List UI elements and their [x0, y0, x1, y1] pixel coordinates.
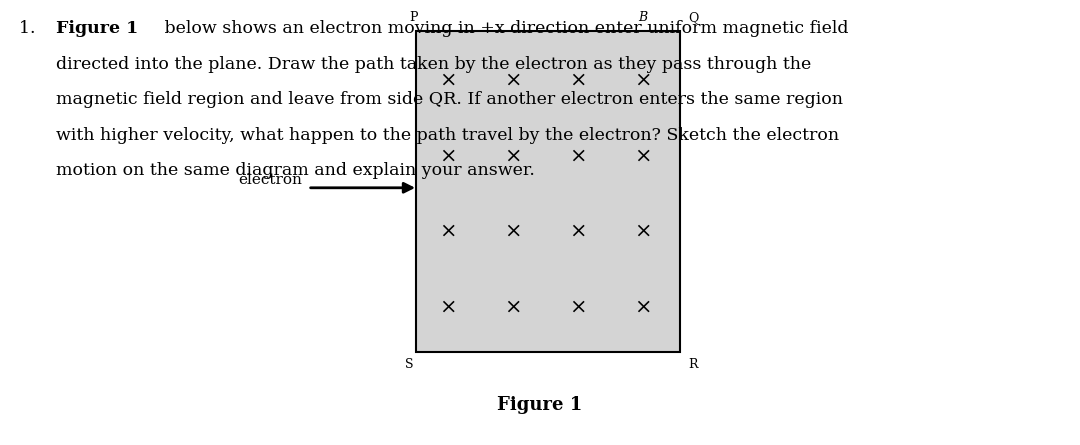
Text: ×: ×: [634, 298, 651, 316]
Bar: [416, 31, 680, 352]
Text: directed into the plane. Draw the path taken by the electron as they pass throug: directed into the plane. Draw the path t…: [56, 56, 811, 73]
Text: ×: ×: [634, 222, 651, 241]
Text: Q: Q: [688, 12, 699, 24]
Text: ×: ×: [634, 146, 651, 165]
Text: ×: ×: [569, 71, 586, 89]
Text: P: P: [409, 12, 418, 24]
Text: ×: ×: [569, 146, 586, 165]
Text: electron: electron: [238, 173, 302, 187]
Text: ×: ×: [504, 71, 522, 89]
Text: 1.: 1.: [19, 20, 46, 37]
Text: ×: ×: [440, 222, 457, 241]
Text: Figure 1: Figure 1: [56, 20, 138, 37]
Text: motion on the same diagram and explain your answer.: motion on the same diagram and explain y…: [56, 162, 535, 179]
Text: R: R: [688, 358, 698, 371]
Text: S: S: [405, 358, 414, 371]
Text: ×: ×: [569, 298, 586, 316]
Text: ×: ×: [504, 222, 522, 241]
Text: ×: ×: [569, 222, 586, 241]
Text: ×: ×: [440, 146, 457, 165]
Text: ×: ×: [634, 71, 651, 89]
Text: ×: ×: [504, 146, 522, 165]
Text: B: B: [638, 12, 647, 24]
Text: ×: ×: [440, 298, 457, 316]
Text: below shows an electron moving in +x direction enter uniform magnetic field: below shows an electron moving in +x dir…: [159, 20, 848, 37]
Text: ×: ×: [440, 71, 457, 89]
Text: ×: ×: [504, 298, 522, 316]
Text: Figure 1: Figure 1: [498, 396, 582, 414]
Text: with higher velocity, what happen to the path travel by the electron? Sketch the: with higher velocity, what happen to the…: [56, 127, 839, 144]
Text: magnetic field region and leave from side QR. If another electron enters the sam: magnetic field region and leave from sid…: [56, 91, 843, 108]
